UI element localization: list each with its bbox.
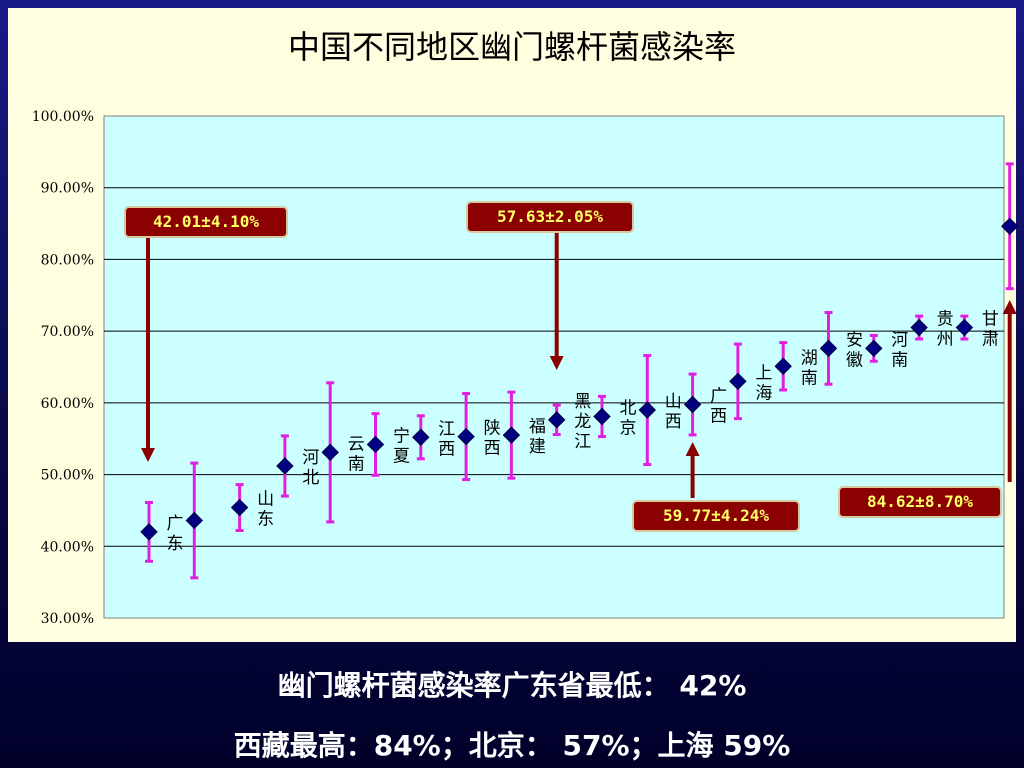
data-point <box>683 395 702 414</box>
region-label: 上 <box>755 363 772 383</box>
region-label: 广 <box>167 514 184 534</box>
data-point <box>638 401 657 419</box>
region-label: 西 <box>710 407 727 427</box>
data-point <box>276 457 294 475</box>
chart-title: 中国不同地区幽门螺杆菌感染率 <box>288 28 736 66</box>
y-tick-label: 70.00% <box>41 324 94 340</box>
region-label: 河 <box>891 330 908 350</box>
region-label: 福 <box>529 417 546 437</box>
region-label: 海 <box>755 383 772 403</box>
region-label: 北 <box>302 468 319 488</box>
region-label: 黑 <box>574 392 591 412</box>
region-label: 安 <box>846 330 863 350</box>
arrow-head <box>1002 300 1017 314</box>
arrow-head <box>141 448 155 462</box>
caption-line-2: 西藏最高：84%；北京： 57%；上海 59% <box>233 729 791 762</box>
grid-lines <box>104 187 1004 547</box>
region-label: 龙 <box>574 412 591 432</box>
region-label: 宁 <box>393 426 410 446</box>
y-tick-label: 40.00% <box>41 539 94 555</box>
annotation-callout-guangxi: 59.77±4.24% <box>632 500 800 532</box>
region-label: 西 <box>484 439 501 459</box>
y-tick-label: 30.00% <box>41 611 94 627</box>
region-label: 西 <box>438 439 455 459</box>
region-label: 广 <box>710 387 727 407</box>
data-point <box>774 357 792 375</box>
annotation-arrows <box>141 231 1017 498</box>
region-label: 山 <box>665 392 682 412</box>
annotation-callout-guangdong: 42.01±4.10% <box>124 206 288 238</box>
y-tick-label: 50.00% <box>41 468 94 484</box>
region-label: 南 <box>891 350 908 370</box>
region-label: 京 <box>620 418 637 438</box>
region-label: 江 <box>574 432 591 452</box>
data-point <box>140 523 158 541</box>
region-label: 州 <box>937 330 954 350</box>
region-label: 夏 <box>393 446 410 466</box>
data-point <box>502 426 521 444</box>
y-axis-ticks: 100.00% 90.00% 80.00% 70.00% 60.00% 50.00% 40.… <box>32 109 94 627</box>
region-label: 肃 <box>982 330 999 350</box>
plot-area <box>103 115 1005 619</box>
data-point <box>185 511 204 530</box>
data-point <box>865 339 883 358</box>
region-label: 西 <box>665 412 682 432</box>
data-point <box>230 498 249 517</box>
chart: 中国不同地区幽门螺杆菌感染率 100.00% 90.00% 80.00% 70.00%… <box>32 28 1019 627</box>
region-label: 山 <box>257 490 274 510</box>
data-point <box>955 318 974 337</box>
data-point <box>457 427 475 446</box>
region-label: 东 <box>167 534 184 554</box>
region-label: 北 <box>620 398 637 418</box>
y-tick-label: 90.00% <box>41 181 94 197</box>
region-label: 江 <box>438 419 455 439</box>
annotation-callout-xizang: 84.62±8.70% <box>838 486 1002 518</box>
data-point <box>1000 217 1019 236</box>
region-label: 甘 <box>982 310 999 330</box>
region-label: 南 <box>801 368 818 388</box>
caption-line-1: 幽门螺杆菌感染率广东省最低： 42% <box>277 669 747 702</box>
data-point <box>547 411 566 429</box>
region-label: 河 <box>302 448 319 468</box>
region-label: 东 <box>257 510 274 530</box>
region-label: 建 <box>529 437 546 457</box>
data-points <box>140 217 1019 541</box>
y-tick-label: 100.00% <box>32 109 94 125</box>
region-label: 贵 <box>937 310 954 330</box>
y-tick-label: 80.00% <box>41 252 94 268</box>
data-point <box>412 428 430 446</box>
data-point <box>819 339 838 358</box>
data-point <box>910 318 928 337</box>
arrow-head <box>549 356 564 370</box>
data-point <box>321 443 339 462</box>
region-label: 云 <box>348 434 365 454</box>
annotation-callout-heilongjiang: 57.63±2.05% <box>466 201 634 233</box>
region-labels: 广东山东河北云南宁夏江西陕西福建黑龙江北京山西广西上海湖南安徽河南贵州甘肃西藏 <box>167 310 999 554</box>
region-label: 徽 <box>846 350 863 370</box>
arrow-head <box>685 442 700 456</box>
region-label: 南 <box>348 454 365 474</box>
data-point <box>366 435 385 454</box>
y-tick-label: 60.00% <box>41 396 94 412</box>
region-label: 湖 <box>801 348 818 368</box>
data-point <box>729 372 747 391</box>
data-point <box>593 407 611 426</box>
region-label: 陕 <box>484 419 501 439</box>
